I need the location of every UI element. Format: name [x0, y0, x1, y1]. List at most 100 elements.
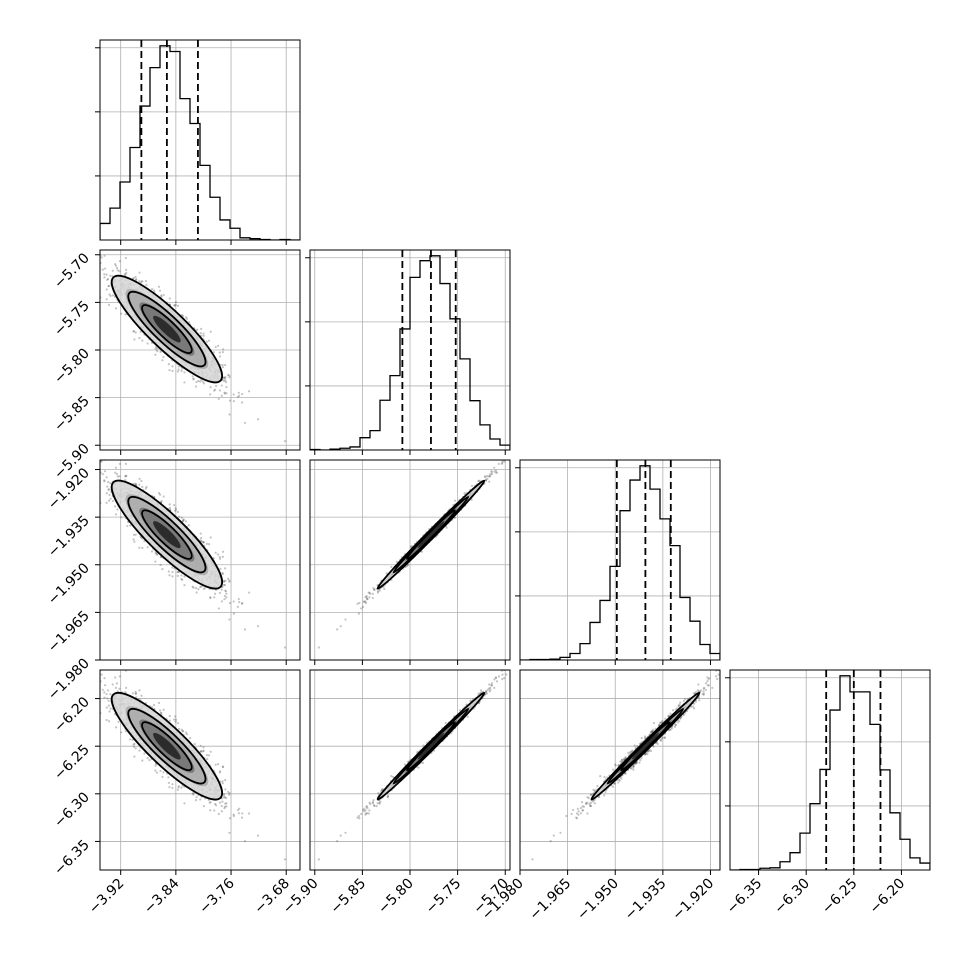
sample-point: [490, 471, 493, 474]
sample-point: [120, 312, 123, 315]
sample-point: [107, 303, 111, 307]
sample-point: [201, 541, 205, 544]
sample-point: [144, 487, 148, 490]
sample-point: [95, 263, 97, 265]
sample-point: [141, 280, 144, 283]
sample-point: [218, 351, 221, 354]
sample-point: [138, 336, 141, 340]
sample-point: [131, 692, 134, 695]
sample-point: [116, 475, 119, 478]
sample-point: [103, 267, 107, 270]
sample-point: [196, 328, 199, 331]
sample-point: [256, 418, 260, 421]
sample-point: [109, 707, 112, 710]
sample-point: [154, 560, 157, 563]
sample-point: [167, 570, 170, 573]
y-tick-label: −5.70: [51, 250, 93, 292]
panel-1-2: [309, 452, 512, 665]
sample-point: [225, 392, 228, 395]
sample-point: [221, 350, 224, 354]
sample-point: [489, 474, 492, 477]
sample-point: [171, 783, 174, 786]
sample-point: [368, 591, 371, 594]
sample-point: [484, 479, 487, 482]
sample-point: [361, 605, 365, 608]
contour-line: [376, 479, 486, 590]
sample-point: [125, 474, 128, 477]
sample-point: [224, 376, 227, 379]
sample-point: [94, 449, 96, 451]
sample-point: [256, 625, 260, 628]
panel-0-3: −6.35−6.30−6.25−6.20−3.92 −3.84 −3.76 −3.68: [51, 669, 301, 917]
sample-point: [490, 470, 493, 473]
sample-point: [108, 293, 111, 296]
sample-point: [115, 682, 119, 685]
sample-point: [197, 379, 200, 383]
sample-point: [168, 297, 171, 300]
sample-point: [114, 466, 118, 469]
sample-point: [236, 395, 240, 399]
panel-0-1: −5.90−5.85−5.80−5.75−5.70: [51, 249, 301, 482]
sample-point: [174, 508, 178, 511]
sample-point: [152, 289, 156, 292]
sample-point: [228, 399, 232, 402]
sample-point: [109, 497, 112, 500]
sample-point: [132, 330, 136, 333]
sample-point: [103, 470, 107, 473]
sample-point: [150, 550, 154, 553]
sample-point: [181, 578, 184, 581]
sample-point: [236, 605, 240, 608]
sample-point: [493, 470, 496, 473]
sample-point: [105, 273, 108, 276]
sample-point: [150, 288, 154, 291]
sample-point: [101, 688, 104, 691]
sample-point: [221, 555, 224, 558]
sample-point: [217, 397, 220, 400]
sample-point: [146, 546, 149, 549]
sample-point: [390, 565, 393, 569]
sample-point: [171, 570, 174, 574]
sample-point: [171, 365, 174, 368]
sample-point: [213, 389, 216, 392]
sample-point: [157, 285, 161, 288]
sample-point: [174, 304, 177, 307]
sample-point: [228, 376, 231, 379]
sample-point: [174, 301, 178, 304]
sample-point: [178, 515, 181, 518]
sample-point: [118, 270, 121, 273]
sample-point: [133, 338, 136, 341]
sample-point: [97, 479, 99, 481]
sample-point: [510, 452, 512, 454]
sample-point: [217, 812, 220, 816]
sample-point: [367, 591, 370, 594]
sample-point: [368, 596, 371, 599]
sample-point: [161, 359, 164, 362]
sample-point: [373, 588, 376, 591]
sample-point: [101, 268, 104, 271]
sample-point: [181, 520, 184, 523]
sample-point: [126, 524, 129, 528]
sample-point: [191, 792, 194, 795]
sample-point: [500, 462, 504, 465]
sample-point: [106, 485, 109, 488]
sample-point: [199, 380, 202, 383]
sample-point: [208, 801, 211, 804]
sample-point: [213, 596, 216, 599]
sample-point: [176, 574, 179, 578]
sample-point: [176, 788, 179, 791]
sample-point: [160, 294, 163, 297]
sample-point: [194, 385, 198, 388]
sample-point: [124, 462, 128, 465]
sample-point: [224, 363, 227, 367]
sample-point: [200, 540, 203, 543]
sample-point: [209, 536, 212, 539]
sample-point: [217, 607, 220, 610]
panel-frame: [99, 39, 301, 241]
sample-point: [107, 720, 111, 723]
sample-point: [224, 590, 228, 593]
sample-point: [115, 266, 119, 270]
sample-point: [114, 307, 118, 310]
sample-point: [221, 366, 224, 369]
sample-point: [154, 347, 157, 350]
sample-point: [100, 256, 103, 259]
